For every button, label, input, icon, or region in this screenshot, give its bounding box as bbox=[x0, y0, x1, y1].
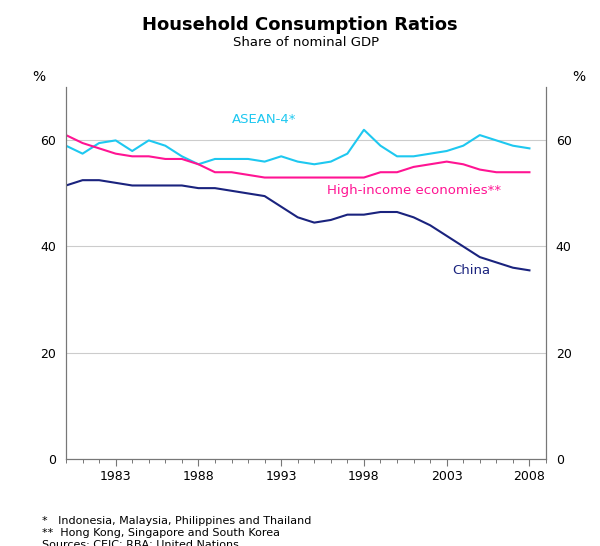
Text: Household Consumption Ratios: Household Consumption Ratios bbox=[142, 16, 458, 34]
Text: **  Hong Kong, Singapore and South Korea: ** Hong Kong, Singapore and South Korea bbox=[42, 528, 280, 538]
Text: Sources: CEIC; RBA; United Nations: Sources: CEIC; RBA; United Nations bbox=[42, 540, 239, 546]
Title: Share of nominal GDP: Share of nominal GDP bbox=[233, 35, 379, 49]
Text: China: China bbox=[452, 264, 491, 277]
Text: High-income economies**: High-income economies** bbox=[326, 185, 500, 197]
Text: ASEAN-4*: ASEAN-4* bbox=[232, 112, 297, 126]
Text: %: % bbox=[32, 70, 46, 84]
Text: *   Indonesia, Malaysia, Philippines and Thailand: * Indonesia, Malaysia, Philippines and T… bbox=[42, 516, 311, 526]
Text: %: % bbox=[572, 70, 586, 84]
